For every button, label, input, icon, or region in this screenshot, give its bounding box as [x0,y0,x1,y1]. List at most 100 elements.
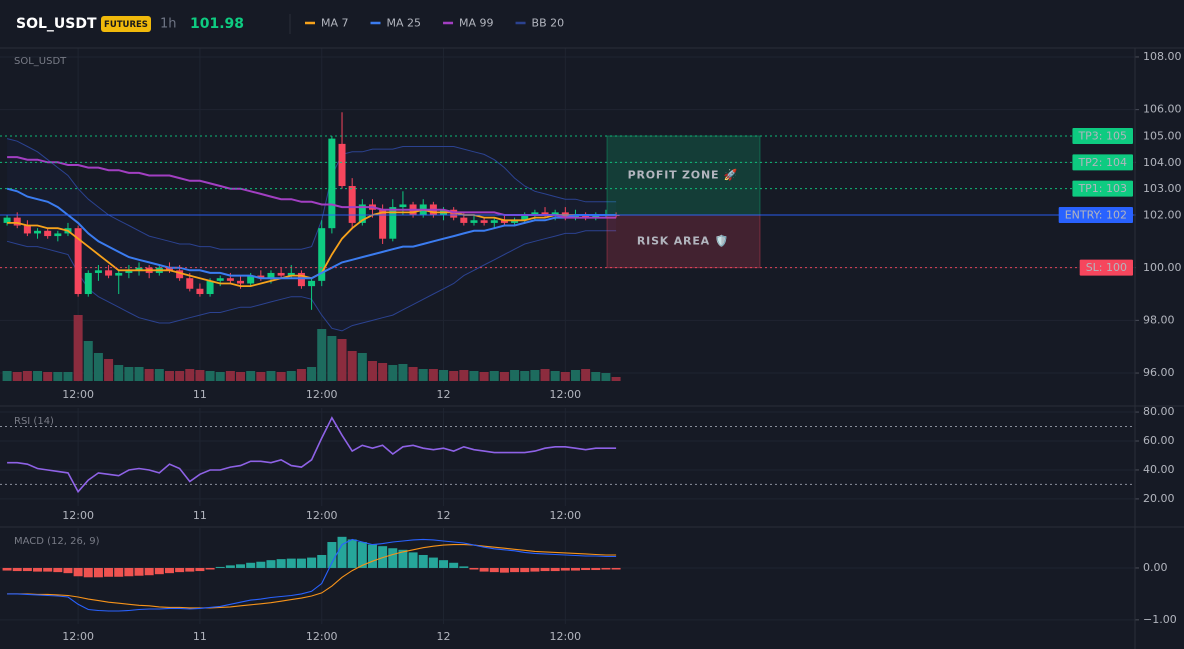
candle-body [541,212,549,215]
volume-bar [104,359,114,381]
volume-bar [296,369,306,381]
legend-label: BB 20 [532,17,565,30]
volume-bar [93,353,103,381]
volume-bar [327,336,337,381]
candle-body [34,230,42,234]
macd-histogram-bar [195,567,205,572]
macd-histogram-bar [591,567,601,571]
candle-body [257,275,265,279]
volume-bar [12,372,22,381]
volume-bar [408,367,418,381]
volume-bar [398,364,408,381]
macd-histogram-bar [327,542,337,568]
volume-bar [357,353,367,381]
macd-histogram-bar [357,542,367,568]
y-tick-label: 96.00 [1143,366,1175,379]
interval: 1h [160,17,177,32]
macd-histogram-bar [530,567,540,572]
volume-bar [215,372,225,381]
candle-body [287,272,295,276]
macd-histogram-bar [296,558,306,568]
level-axis-bg [1136,180,1184,197]
macd-histogram-bar [418,554,428,568]
level-tag-bg [1058,207,1133,223]
level-axis-label: 105.00 [1143,129,1182,142]
candle-body [84,272,92,295]
macd-histogram-bar [439,560,449,568]
x-tick-label: 12:00 [306,509,338,522]
y-tick-label: −1.00 [1143,613,1177,626]
volume-bar [2,371,12,381]
y-tick-label: 80.00 [1143,405,1175,418]
candle-body [206,280,214,295]
macd-histogram-bar [43,567,53,572]
level-tag-bg [1072,180,1133,197]
pane-title: RSI (14) [14,416,54,427]
macd-histogram-bar [215,566,225,568]
volume-bar [195,370,205,381]
macd-histogram-bar [499,567,509,573]
candle-body [94,270,102,273]
macd-histogram-bar [164,567,174,574]
x-tick-label: 12:00 [62,509,94,522]
y-tick-label: 108.00 [1143,50,1182,63]
macd-line [7,538,617,612]
level-tag: SL: 100 [1086,261,1127,274]
candle-body [74,228,82,295]
legend-label: MA 7 [321,17,349,30]
macd-histogram-bar [83,567,93,578]
candle-body [308,280,316,287]
volume-bar [499,372,509,381]
y-tick-label: 98.00 [1143,313,1175,326]
macd-histogram-bar [205,567,215,570]
macd-histogram-bar [459,566,469,568]
x-tick-label: 12 [437,509,451,522]
candle-body [582,215,590,218]
candle-body [318,228,326,281]
volume-bar [307,367,317,381]
candle-body [44,230,52,237]
candle-body [551,212,559,215]
macd-histogram-bar [408,552,418,568]
volume-bar [347,351,357,381]
macd-histogram-bar [33,567,43,572]
macd-histogram-bar [225,565,235,568]
x-tick-label: 12:00 [549,509,581,522]
volume-bar [378,363,388,381]
macd-histogram-bar [154,567,164,575]
macd-histogram-bar [337,536,347,568]
candle-body [348,186,356,223]
volume-bar [428,369,438,381]
zone-label: PROFIT ZONE 🚀 [628,168,739,181]
candle-body [571,215,579,218]
volume-bar [144,369,154,381]
level-tag: ENTRY: 102 [1065,209,1127,222]
volume-bar [236,372,246,381]
candle-body [165,267,173,271]
macd-histogram-bar [367,544,377,568]
macd-histogram-bar [307,557,317,568]
candle-body [389,207,397,239]
y-tick-label: 0.00 [1143,561,1168,574]
volume-bar [33,371,43,381]
level-axis-label: 100.00 [1143,261,1182,274]
candle-body [470,220,478,223]
zone [606,214,761,269]
signal-line [7,544,617,609]
macd-histogram-bar [73,567,83,577]
candle-body [3,217,11,223]
volume-bar [134,367,144,381]
badge: FUTURES [104,20,148,30]
volume-bar [185,369,195,381]
frame [0,47,1184,649]
level-tag-bg [1072,127,1133,144]
volume-bar [43,372,53,381]
ma-line [6,187,617,280]
candle-body [54,233,62,237]
volume-bar [22,371,32,381]
macd-histogram-bar [114,567,124,577]
candle-body [358,204,366,223]
symbol: SOL_USDT [16,16,97,32]
